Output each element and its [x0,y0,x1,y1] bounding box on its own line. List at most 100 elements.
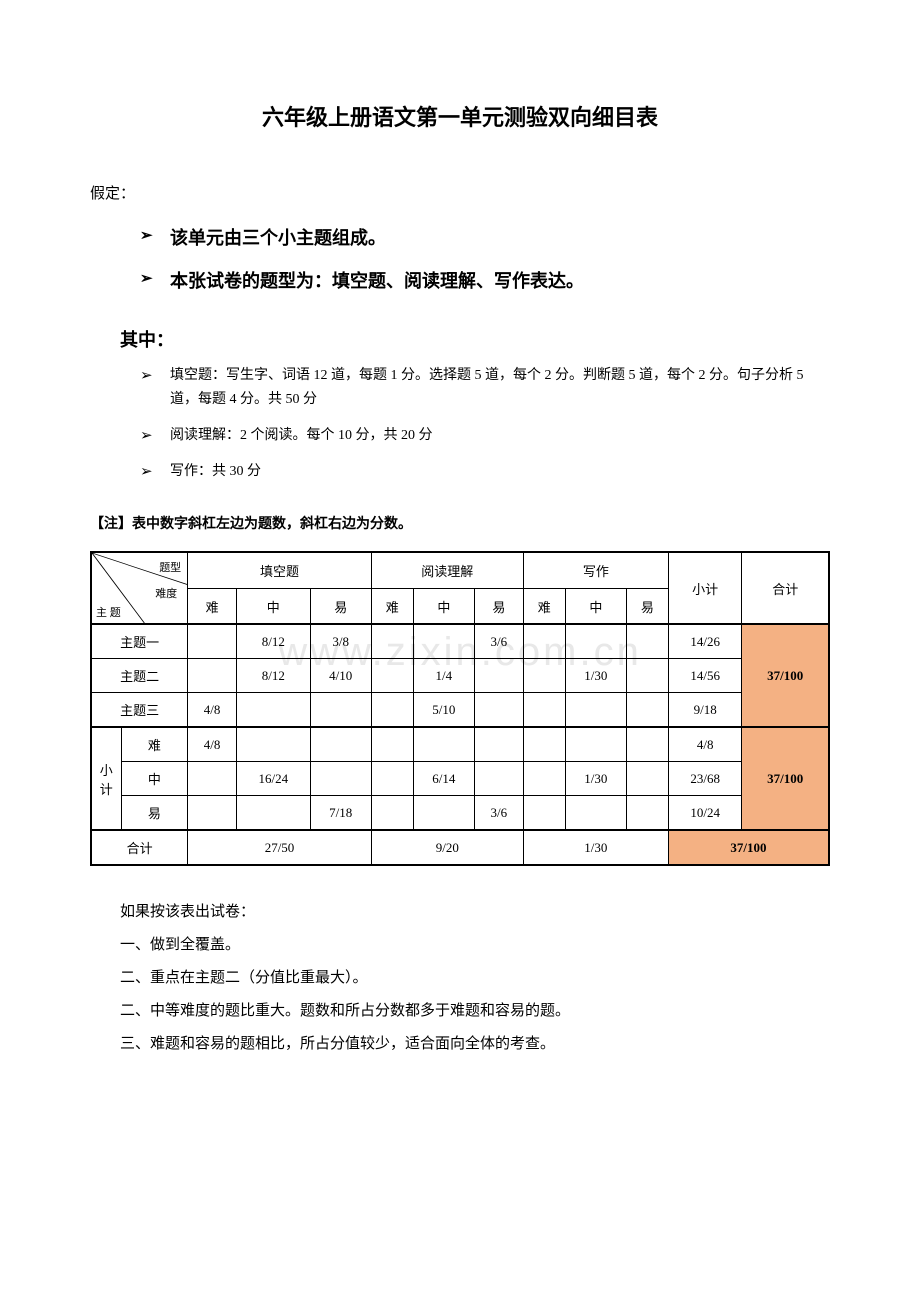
row3-c1 [237,693,311,728]
row3-label: 主题三 [91,693,188,728]
row2-c6 [523,659,565,693]
sub2-c3 [371,762,413,796]
row2-label: 主题二 [91,659,188,693]
header-group-2: 阅读理解 [371,552,523,588]
sub2-c2 [310,762,371,796]
row3-xiaoji: 9/18 [668,693,742,728]
row3-c2 [310,693,371,728]
bullet-list-normal: 填空题：写生字、词语 12 道，每题 1 分。选择题 5 道，每个 2 分。判断… [140,364,830,483]
heji-side-2: 37/100 [742,727,829,830]
sub-header-5: 中 [413,588,474,624]
row1-c1: 8/12 [237,624,311,659]
para-4: 二、中等难度的题比重大。题数和所占分数都多于难题和容易的题。 [90,995,830,1028]
sub3-label: 易 [121,796,188,831]
row2-c2: 4/10 [310,659,371,693]
sub-header-3: 易 [310,588,371,624]
row3-c7 [565,693,626,728]
sub2-label: 中 [121,762,188,796]
sub1-label: 难 [121,727,188,762]
sub-header-7: 难 [523,588,565,624]
diag-label-tixing: 题型 [159,559,181,575]
row2-c0 [188,659,237,693]
sub3-c4 [413,796,474,831]
sub1-c5 [474,727,523,762]
para-2: 一、做到全覆盖。 [90,929,830,962]
header-group-1: 填空题 [188,552,372,588]
bullet-bold-1: 该单元由三个小主题组成。 [140,223,830,254]
footer-c2: 1/30 [523,830,668,865]
bullet-normal-2: 阅读理解：2 个阅读。每个 10 分，共 20 分 [140,424,830,448]
sub1-c0: 4/8 [188,727,237,762]
assume-label: 假定： [90,182,830,203]
content-layer: 六年级上册语文第一单元测验双向细目表 假定： 该单元由三个小主题组成。 本张试卷… [90,100,830,1061]
para-5: 三、难题和容易的题相比，所占分值较少，适合面向全体的考查。 [90,1028,830,1061]
row1-c2: 3/8 [310,624,371,659]
sub-header-4: 难 [371,588,413,624]
row2-c7: 1/30 [565,659,626,693]
paragraph-block: 如果按该表出试卷： 一、做到全覆盖。 二、重点在主题二（分值比重最大）。 二、中… [90,896,830,1061]
sub2-c0 [188,762,237,796]
sub2-xiaoji: 23/68 [668,762,742,796]
bullet-list-bold: 该单元由三个小主题组成。 本张试卷的题型为：填空题、阅读理解、写作表达。 [140,223,830,296]
sub1-xiaoji: 4/8 [668,727,742,762]
row2-c1: 8/12 [237,659,311,693]
sub2-c4: 6/14 [413,762,474,796]
row3-c0: 4/8 [188,693,237,728]
sub3-c1 [237,796,311,831]
sub2-c6 [523,762,565,796]
sub2-c7: 1/30 [565,762,626,796]
header-group-3: 写作 [523,552,668,588]
bullet-bold-2: 本张试卷的题型为：填空题、阅读理解、写作表达。 [140,266,830,297]
header-heji: 合计 [742,552,829,624]
sub3-c5: 3/6 [474,796,523,831]
bullet-normal-3: 写作：共 30 分 [140,460,830,484]
row1-c4 [413,624,474,659]
sub3-c7 [565,796,626,831]
diag-header-cell: 题型 难度 主 题 [91,552,188,624]
row3-c5 [474,693,523,728]
para-1: 如果按该表出试卷： [90,896,830,929]
footer-label: 合计 [91,830,188,865]
footer-c0: 27/50 [188,830,372,865]
row1-xiaoji: 14/26 [668,624,742,659]
sub3-xiaoji: 10/24 [668,796,742,831]
row1-c5: 3/6 [474,624,523,659]
sub2-c8 [626,762,668,796]
row3-c8 [626,693,668,728]
row3-c4: 5/10 [413,693,474,728]
sub1-c4 [413,727,474,762]
sub3-c0 [188,796,237,831]
row1-c6 [523,624,565,659]
sub1-c7 [565,727,626,762]
sub3-c8 [626,796,668,831]
table-note: 【注】表中数字斜杠左边为题数，斜杠右边为分数。 [90,513,830,533]
sub1-c1 [237,727,311,762]
row3-c6 [523,693,565,728]
sub3-c2: 7/18 [310,796,371,831]
row2-c4: 1/4 [413,659,474,693]
para-3: 二、重点在主题二（分值比重最大）。 [90,962,830,995]
sub1-c3 [371,727,413,762]
row2-c8 [626,659,668,693]
xiaoji-block-label: 小计 [91,727,121,830]
sub2-c1: 16/24 [237,762,311,796]
row3-c3 [371,693,413,728]
bullet-normal-1: 填空题：写生字、词语 12 道，每题 1 分。选择题 5 道，每个 2 分。判断… [140,364,830,412]
row2-c3 [371,659,413,693]
page-title: 六年级上册语文第一单元测验双向细目表 [90,100,830,132]
row1-c7 [565,624,626,659]
row1-c0 [188,624,237,659]
sub-header-2: 中 [237,588,311,624]
sub-header-6: 易 [474,588,523,624]
heji-side-1: 37/100 [742,624,829,727]
row1-label: 主题一 [91,624,188,659]
spec-table: 题型 难度 主 题 填空题 阅读理解 写作 小计 合计 难 中 易 难 中 易 … [90,551,830,866]
diag-label-zhuti: 主 题 [96,607,121,619]
header-xiaoji: 小计 [668,552,742,624]
diag-label-nandu: 难度 [155,585,177,601]
sub-header-8: 中 [565,588,626,624]
sub3-c3 [371,796,413,831]
bold-sub-label: 其中： [120,326,830,352]
sub1-c2 [310,727,371,762]
sub3-c6 [523,796,565,831]
